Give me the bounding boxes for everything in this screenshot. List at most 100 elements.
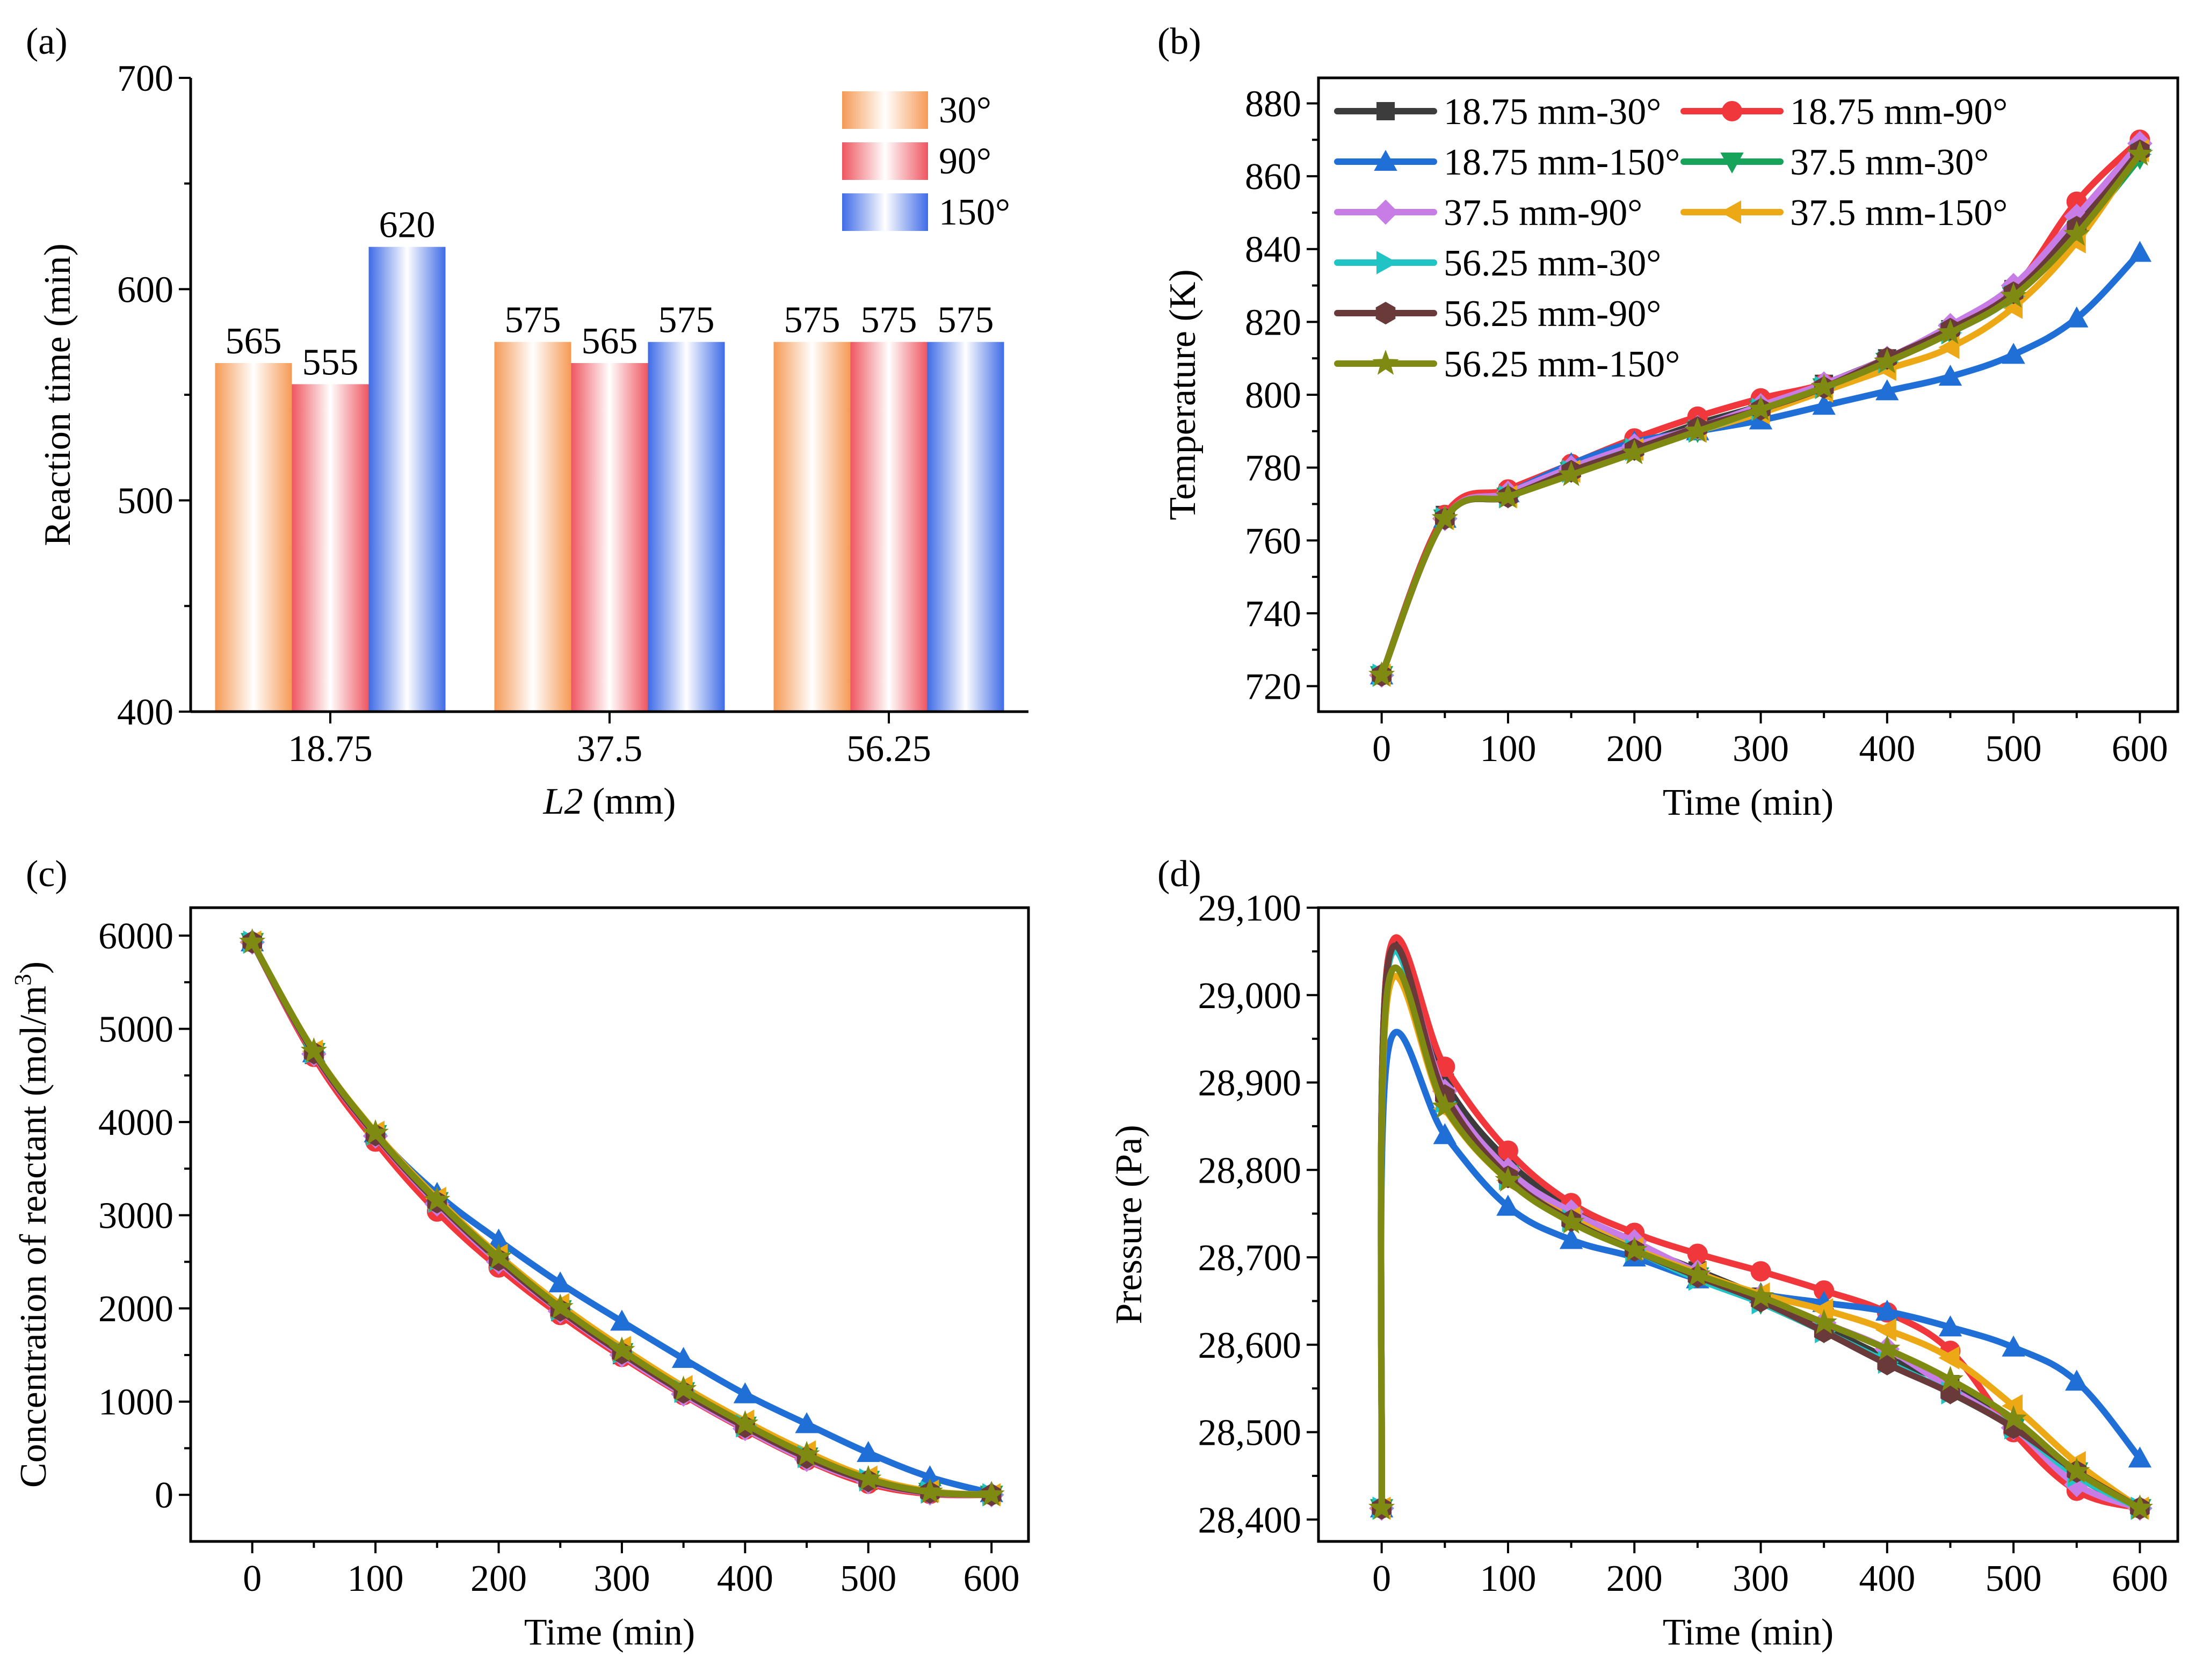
data-point — [1496, 1194, 1520, 1216]
data-point — [1875, 1318, 1896, 1342]
data-point — [1431, 1093, 1458, 1119]
y-tick-label: 28,900 — [1198, 1063, 1302, 1104]
x-tick-label: 400 — [1859, 1558, 1915, 1599]
legend-marker — [1722, 101, 1742, 121]
legend-label: 37.5 mm-90° — [1444, 192, 1642, 234]
x-axis-label: Time (min) — [524, 1612, 695, 1653]
data-point — [300, 1037, 328, 1063]
plot-frame — [1317, 906, 2179, 1543]
x-tick-label: 100 — [347, 1558, 404, 1599]
y-tick-label: 840 — [1245, 229, 1301, 271]
bar-37.5-150° — [648, 342, 725, 712]
data-point — [1621, 1236, 1648, 1262]
data-point — [1621, 439, 1648, 465]
y-tick-label: 740 — [1245, 593, 1301, 635]
data-point — [1433, 1123, 1457, 1145]
data-point — [916, 1478, 944, 1503]
data-point — [1877, 1352, 1897, 1375]
y-tick-label: 760 — [1245, 520, 1301, 562]
y-axis-label: Pressure (Pa) — [1108, 1125, 1150, 1324]
data-point — [1874, 348, 1901, 373]
data-point — [2128, 241, 2152, 262]
series-line-37.5 mm-90° — [1378, 946, 2143, 1512]
bar-data-label: 575 — [861, 300, 917, 341]
y-tick-label: 6000 — [98, 916, 173, 957]
y-tick-label: 3000 — [98, 1196, 173, 1237]
data-point — [1368, 661, 1395, 687]
series-line-18.75 mm-30° — [249, 939, 995, 1498]
data-point — [2002, 343, 2025, 364]
x-tick-label: 500 — [1986, 728, 2042, 770]
data-point — [1557, 1208, 1585, 1234]
y-tick-label: 28,700 — [1198, 1237, 1302, 1279]
x-tick-label: 18.75 — [288, 728, 373, 770]
legend-label: 56.25 mm-30° — [1444, 243, 1661, 284]
y-tick-label: 800 — [1245, 375, 1301, 416]
legend-label: 56.25 mm-150° — [1444, 344, 1680, 385]
legend-label: 150° — [939, 192, 1010, 233]
x-tick-label: 0 — [243, 1558, 262, 1599]
data-point — [1559, 1228, 1583, 1249]
legend-marker — [1720, 153, 1744, 174]
series-line-56.25 mm-150° — [249, 939, 995, 1498]
data-point — [548, 1271, 572, 1293]
bar-18.75-90° — [292, 384, 369, 712]
bar-data-label: 620 — [379, 205, 436, 246]
x-tick-label: 37.5 — [577, 728, 643, 770]
data-point — [1684, 417, 1711, 443]
data-point — [1938, 336, 1960, 359]
data-point — [1874, 1335, 1901, 1360]
bar-18.75-150° — [368, 247, 446, 712]
data-point — [2063, 220, 2090, 246]
legend-marker — [1376, 251, 1398, 274]
data-point — [1684, 1261, 1711, 1286]
data-point — [2065, 306, 2089, 328]
data-point — [1368, 1494, 1395, 1520]
data-point — [2002, 1335, 2025, 1357]
y-tick-label: 600 — [117, 269, 173, 310]
data-point — [670, 1375, 697, 1401]
y-tick-label: 29,100 — [1198, 888, 1302, 929]
plot-frame — [189, 906, 1030, 1543]
data-point — [733, 1382, 757, 1403]
x-tick-label: 500 — [1986, 1558, 2042, 1599]
bar-data-label: 575 — [505, 300, 561, 341]
bar-37.5-30° — [494, 342, 571, 712]
data-point — [239, 928, 266, 954]
data-point — [1431, 504, 1458, 530]
legend-swatch — [842, 91, 928, 129]
series-group — [239, 928, 1005, 1508]
y-tick-label: 5000 — [98, 1009, 173, 1051]
x-tick-label: 200 — [1606, 728, 1663, 770]
data-point — [731, 1410, 758, 1436]
series-line-37.5 mm-30° — [249, 939, 995, 1498]
y-tick-label: 880 — [1245, 83, 1301, 125]
data-point — [1938, 365, 1962, 386]
x-tick-label: 56.25 — [846, 728, 931, 770]
x-tick-label: 600 — [963, 1558, 1020, 1599]
data-point — [1938, 1346, 1960, 1370]
legend-label: 56.25 mm-90° — [1444, 293, 1661, 335]
x-tick-label: 0 — [1372, 1558, 1391, 1599]
series-line-18.75 mm-150° — [249, 939, 995, 1496]
series-line-18.75 mm-90° — [1378, 934, 2143, 1512]
data-point — [2126, 1494, 2154, 1520]
data-point — [2128, 1446, 2152, 1468]
legend-marker — [1376, 102, 1395, 120]
x-axis-label: L2 (mm) — [543, 781, 676, 822]
series-line-18.75 mm-150° — [1378, 1029, 2143, 1512]
x-tick-label: 300 — [593, 1558, 650, 1599]
data-point — [2065, 1370, 2089, 1391]
y-tick-label: 820 — [1245, 302, 1301, 343]
bar-56.25-30° — [773, 342, 851, 712]
panel-a: 565 555 620 18.75 575 565 575 37.5 575 575 575 56.2… — [26, 21, 1028, 822]
series-line-37.5 mm-150° — [249, 939, 995, 1498]
data-point — [857, 1441, 880, 1462]
y-tick-label: 700 — [117, 58, 173, 99]
data-point — [547, 1293, 574, 1319]
legend-label: 30° — [939, 90, 991, 131]
y-tick-label: 500 — [117, 481, 173, 522]
y-tick-label: 400 — [117, 692, 173, 733]
legend-label: 90° — [939, 141, 991, 182]
legend-marker — [1372, 350, 1399, 375]
